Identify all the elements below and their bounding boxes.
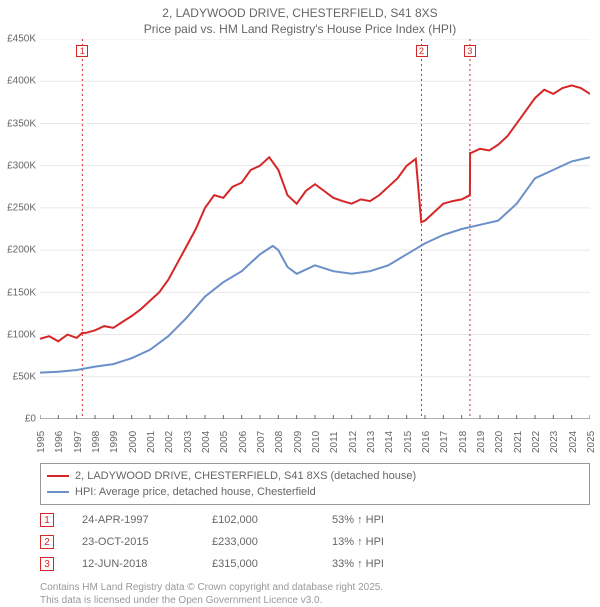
x-tick-label: 2024: [568, 431, 572, 453]
x-tick-label: 2014: [384, 431, 388, 453]
y-tick-label: £250K: [7, 203, 36, 214]
sale-marker-box: 2: [40, 535, 54, 549]
x-tick-label: 1997: [73, 431, 77, 453]
legend-label: HPI: Average price, detached house, Ches…: [75, 486, 316, 498]
legend-row: HPI: Average price, detached house, Ches…: [47, 484, 583, 500]
sale-marker-box: 3: [40, 557, 54, 571]
title-line-1: 2, LADYWOOD DRIVE, CHESTERFIELD, S41 8XS: [0, 6, 600, 22]
x-tick-label: 2025: [586, 431, 590, 453]
y-tick-label: £150K: [7, 287, 36, 298]
x-tick-label: 2007: [256, 431, 260, 453]
x-tick-label: 2004: [201, 431, 205, 453]
sale-price: £233,000: [212, 536, 332, 548]
x-tick-label: 2000: [128, 431, 132, 453]
x-tick-label: 2005: [219, 431, 223, 453]
y-tick-label: £300K: [7, 160, 36, 171]
sales-row: 3 12-JUN-2018£315,00033% ↑ HPI: [40, 553, 590, 575]
x-tick-label: 2003: [183, 431, 187, 453]
sales-row: 2 23-OCT-2015£233,00013% ↑ HPI: [40, 531, 590, 553]
x-tick-label: 2012: [348, 431, 352, 453]
x-tick-label: 2010: [311, 431, 315, 453]
sale-hpi: 33% ↑ HPI: [332, 558, 452, 570]
chart-svg: [40, 39, 590, 419]
footer-line-2: This data is licensed under the Open Gov…: [40, 594, 590, 607]
x-tick-label: 2019: [476, 431, 480, 453]
sale-price: £102,000: [212, 514, 332, 526]
x-tick-label: 2018: [458, 431, 462, 453]
footer-line-1: Contains HM Land Registry data © Crown c…: [40, 581, 590, 594]
x-axis-labels: 1995199619971998199920002001200220032004…: [40, 419, 590, 457]
y-tick-label: £350K: [7, 118, 36, 129]
legend-box: 2, LADYWOOD DRIVE, CHESTERFIELD, S41 8XS…: [40, 463, 590, 505]
y-axis-labels: £0£50K£100K£150K£200K£250K£300K£350K£400…: [0, 39, 38, 419]
footer: Contains HM Land Registry data © Crown c…: [40, 581, 590, 607]
x-tick-label: 1999: [109, 431, 113, 453]
chart-container: 2, LADYWOOD DRIVE, CHESTERFIELD, S41 8XS…: [0, 0, 600, 590]
y-tick-label: £450K: [7, 34, 36, 45]
sales-table: 1 24-APR-1997£102,00053% ↑ HPI 2 23-OCT-201…: [40, 509, 590, 575]
sales-row: 1 24-APR-1997£102,00053% ↑ HPI: [40, 509, 590, 531]
x-tick-label: 2006: [238, 431, 242, 453]
sale-marker-box: 1: [40, 513, 54, 527]
x-tick-label: 2023: [549, 431, 553, 453]
x-tick-label: 2002: [164, 431, 168, 453]
x-tick-label: 2021: [513, 431, 517, 453]
x-tick-label: 2015: [403, 431, 407, 453]
y-tick-label: £200K: [7, 245, 36, 256]
x-tick-label: 2013: [366, 431, 370, 453]
legend-swatch: [47, 475, 69, 477]
y-tick-label: £0: [25, 414, 36, 425]
sale-date: 24-APR-1997: [82, 514, 212, 526]
sale-date: 12-JUN-2018: [82, 558, 212, 570]
x-tick-label: 2017: [439, 431, 443, 453]
x-tick-label: 2008: [274, 431, 278, 453]
chart-area: £0£50K£100K£150K£200K£250K£300K£350K£400…: [40, 39, 590, 419]
x-tick-label: 2009: [293, 431, 297, 453]
x-tick-label: 2020: [494, 431, 498, 453]
sale-marker-1: 1: [76, 45, 88, 57]
y-tick-label: £400K: [7, 76, 36, 87]
x-tick-label: 1995: [36, 431, 40, 453]
x-tick-label: 2011: [329, 432, 333, 454]
legend-row: 2, LADYWOOD DRIVE, CHESTERFIELD, S41 8XS…: [47, 468, 583, 484]
x-tick-label: 2001: [146, 431, 150, 453]
legend-label: 2, LADYWOOD DRIVE, CHESTERFIELD, S41 8XS…: [75, 470, 416, 482]
x-tick-label: 1996: [54, 431, 58, 453]
y-tick-label: £50K: [13, 371, 36, 382]
sale-marker-2: 2: [416, 45, 428, 57]
x-tick-label: 2022: [531, 431, 535, 453]
x-tick-label: 1998: [91, 431, 95, 453]
sale-marker-3: 3: [464, 45, 476, 57]
y-tick-label: £100K: [7, 329, 36, 340]
title-block: 2, LADYWOOD DRIVE, CHESTERFIELD, S41 8XS…: [0, 0, 600, 39]
sale-date: 23-OCT-2015: [82, 536, 212, 548]
sale-price: £315,000: [212, 558, 332, 570]
legend-swatch: [47, 491, 69, 493]
x-tick-label: 2016: [421, 431, 425, 453]
sale-hpi: 13% ↑ HPI: [332, 536, 452, 548]
title-line-2: Price paid vs. HM Land Registry's House …: [0, 22, 600, 38]
sale-hpi: 53% ↑ HPI: [332, 514, 452, 526]
